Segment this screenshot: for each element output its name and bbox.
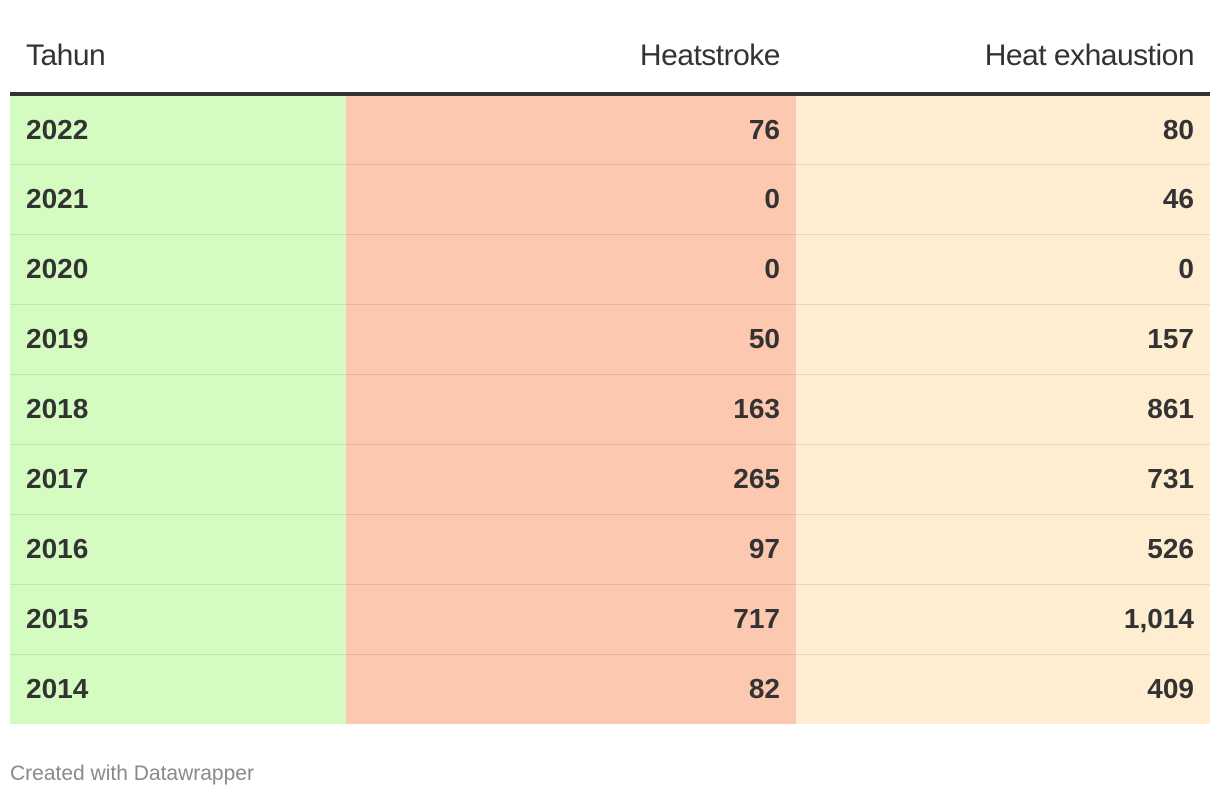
cell-year: 2020 [10, 233, 346, 304]
cell-heatstroke: 265 [346, 443, 796, 514]
cell-heatstroke: 163 [346, 373, 796, 444]
cell-heat-exhaustion: 526 [796, 513, 1210, 584]
cell-year: 2016 [10, 513, 346, 584]
cell-heatstroke: 0 [346, 233, 796, 304]
cell-year: 2022 [10, 94, 346, 164]
table-row: 2019 50 157 [10, 303, 1210, 374]
table-body: 2022 76 80 2021 0 46 2020 0 0 2019 50 157 2018 163 861… [10, 94, 1210, 724]
cell-heatstroke: 76 [346, 94, 796, 164]
header-row: Tahun Heatstroke Heat exhaustion [10, 0, 1210, 96]
table-row: 2022 76 80 [10, 94, 1210, 164]
cell-heat-exhaustion: 0 [796, 233, 1210, 304]
column-header-tahun[interactable]: Tahun [10, 0, 346, 96]
cell-year: 2021 [10, 163, 346, 234]
cell-year: 2015 [10, 583, 346, 654]
table-row: 2017 265 731 [10, 443, 1210, 514]
cell-heat-exhaustion: 46 [796, 163, 1210, 234]
cell-heat-exhaustion: 80 [796, 94, 1210, 164]
cell-year: 2018 [10, 373, 346, 444]
cell-year: 2019 [10, 303, 346, 374]
data-table: Tahun Heatstroke Heat exhaustion 2022 76 8… [10, 0, 1210, 724]
cell-heatstroke: 0 [346, 163, 796, 234]
cell-year: 2014 [10, 653, 346, 724]
table-row: 2016 97 526 [10, 513, 1210, 584]
table-row: 2015 717 1,014 [10, 583, 1210, 654]
table-row: 2018 163 861 [10, 373, 1210, 444]
table-row: 2021 0 46 [10, 163, 1210, 234]
cell-heatstroke: 717 [346, 583, 796, 654]
cell-year: 2017 [10, 443, 346, 514]
cell-heatstroke: 97 [346, 513, 796, 584]
footer-credit: Created with Datawrapper [10, 762, 254, 785]
table-header: Tahun Heatstroke Heat exhaustion [10, 0, 1210, 96]
cell-heat-exhaustion: 731 [796, 443, 1210, 514]
data-table-container: Tahun Heatstroke Heat exhaustion 2022 76 8… [10, 0, 1210, 724]
cell-heatstroke: 82 [346, 653, 796, 724]
cell-heatstroke: 50 [346, 303, 796, 374]
table-row: 2020 0 0 [10, 233, 1210, 304]
cell-heat-exhaustion: 409 [796, 653, 1210, 724]
table-row: 2014 82 409 [10, 653, 1210, 724]
cell-heat-exhaustion: 1,014 [796, 583, 1210, 654]
cell-heat-exhaustion: 157 [796, 303, 1210, 374]
column-header-heatstroke[interactable]: Heatstroke [346, 0, 796, 96]
cell-heat-exhaustion: 861 [796, 373, 1210, 444]
column-header-heat-exhaustion[interactable]: Heat exhaustion [796, 0, 1210, 96]
